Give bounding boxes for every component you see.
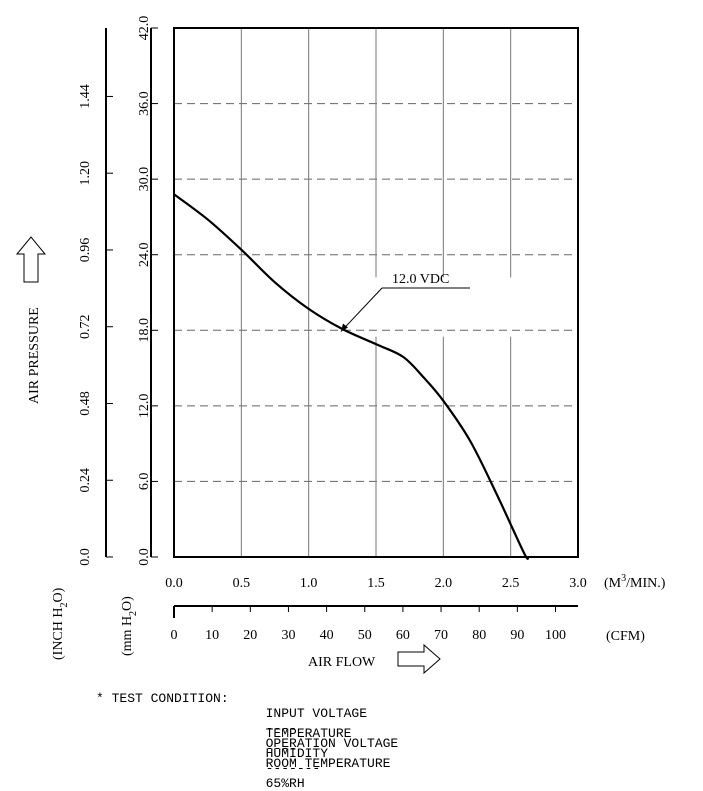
x-tick-label: 2.5 [502, 576, 520, 591]
x-tick-label: 2.0 [435, 576, 453, 591]
x-tick-label: 1.0 [300, 576, 318, 591]
annotation-arrowhead [340, 323, 348, 332]
x-tick-label: 0.5 [233, 576, 251, 591]
y-tick-label-inch: 0.24 [78, 468, 93, 493]
x-tick-label-cfm: 100 [545, 628, 566, 643]
condition-value: OPERATION VOLTAGE [265, 736, 399, 751]
y-axis-arrow [15, 236, 47, 283]
y-tick-label-inch: 0.48 [78, 391, 93, 416]
condition-leader: ------- [265, 761, 321, 776]
test-condition-row: TEMPERATURE ---- ROOM TEMPERATURE [250, 711, 391, 771]
x-axis-arrow [397, 643, 441, 675]
x-tick-label-cfm: 30 [281, 628, 295, 643]
y-tick-label-mm: 30.0 [137, 167, 152, 192]
condition-value: ROOM TEMPERATURE [265, 756, 391, 771]
y-tick-label-mm: 36.0 [137, 91, 152, 116]
y-tick-label-mm: 0.0 [137, 548, 152, 566]
annotation-leader-diag [340, 287, 383, 332]
x-tick-label-cfm: 0 [171, 628, 178, 643]
test-condition-row: HUMIDITY ------- 65%RH [250, 731, 328, 791]
condition-leader: ---- [265, 741, 297, 756]
test-condition-row: INPUT VOLTAGE ---- OPERATION VOLTAGE [250, 691, 399, 751]
test-condition-heading: * TEST CONDITION: [96, 691, 229, 706]
x-unit-secondary: (CFM) [606, 629, 645, 644]
x-tick-label-cfm: 80 [472, 628, 486, 643]
x-tick-label-cfm: 50 [358, 628, 372, 643]
x-tick-label-cfm: 20 [243, 628, 257, 643]
y-tick-label-mm: 24.0 [137, 242, 152, 267]
y-tick-label-mm: 18.0 [137, 318, 152, 343]
y-unit-outer: (INCH H2O) [51, 587, 70, 660]
x-tick-label-cfm: 40 [320, 628, 334, 643]
x-tick-label-cfm: 70 [434, 628, 448, 643]
x-tick-label: 1.5 [367, 576, 385, 591]
annotation-label: 12.0 VDC [392, 272, 449, 287]
grid-layer [174, 28, 578, 557]
plot-frame [173, 27, 579, 558]
x-axis-title: AIR FLOW [308, 655, 376, 670]
condition-leader: ---- [265, 721, 297, 736]
y-tick-label-mm: 6.0 [137, 473, 152, 491]
y-tick-label-inch: 1.44 [78, 84, 93, 109]
y-tick-label-inch: 1.20 [78, 161, 93, 186]
annotation-layer: 12.0 VDC [340, 272, 470, 332]
condition-value: 65%RH [265, 776, 305, 791]
condition-label: TEMPERATURE [265, 726, 352, 741]
condition-label: INPUT VOLTAGE [265, 706, 368, 721]
y-tick-label-inch: 0.96 [78, 238, 93, 263]
x-tick-label-cfm: 60 [396, 628, 410, 643]
y-tick-label-inch: 0.0 [78, 548, 93, 566]
condition-label: HUMIDITY [265, 746, 329, 761]
series-line-12vdc [173, 193, 530, 560]
y-unit-inner: (mm H2O) [120, 596, 139, 656]
y-axis-title: AIR PRESSURE [27, 307, 42, 404]
x-tick-label-cfm: 10 [205, 628, 219, 643]
y-tick-label-inch: 0.72 [78, 314, 93, 339]
y-tick-label-mm: 12.0 [137, 394, 152, 419]
x-tick-label: 3.0 [569, 576, 587, 591]
y-tick-label-mm: 42.0 [137, 16, 152, 41]
fan-performance-chart: 0.0 6.0 12.0 18.0 24.0 30.0 36.0 42.0 0.0 0.24 0.4… [15, 16, 666, 675]
axis-layer: 0.0 6.0 12.0 18.0 24.0 30.0 36.0 42.0 0.0 0.24 0.4… [78, 16, 587, 643]
x-tick-label: 0.0 [165, 576, 183, 591]
x-unit-primary: (M3/MIN.) [604, 573, 666, 591]
x-tick-label-cfm: 90 [510, 628, 524, 643]
